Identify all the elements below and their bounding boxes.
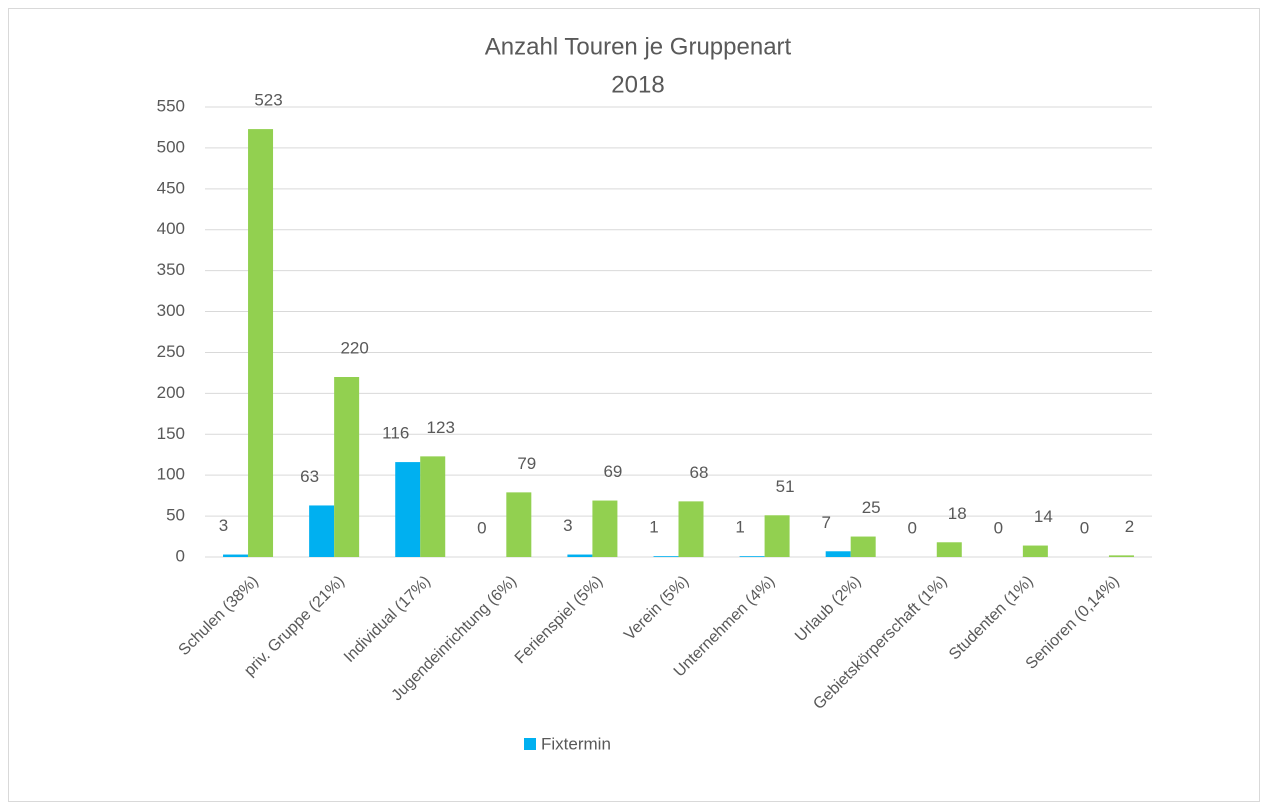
data-label: 18 xyxy=(948,504,967,523)
data-label: 0 xyxy=(994,518,1003,537)
data-label: 3 xyxy=(563,516,572,535)
bar xyxy=(825,551,851,557)
data-label: 69 xyxy=(603,462,622,481)
chart-frame xyxy=(8,8,1260,802)
bar xyxy=(1108,555,1134,557)
y-tick-label: 200 xyxy=(157,383,185,402)
y-tick-label: 450 xyxy=(157,178,185,197)
y-tick-label: 400 xyxy=(157,219,185,238)
bar xyxy=(395,462,421,557)
y-tick-label: 500 xyxy=(157,137,185,156)
chart-subtitle: 2018 xyxy=(611,71,664,98)
bar xyxy=(936,542,962,557)
legend-label: Fixtermin xyxy=(541,734,611,753)
bar xyxy=(592,500,618,557)
bar xyxy=(764,515,790,557)
bar xyxy=(567,554,593,557)
data-label: 523 xyxy=(254,91,282,110)
data-label: 1 xyxy=(735,518,744,537)
data-label: 1 xyxy=(649,518,658,537)
bar xyxy=(334,377,360,557)
data-label: 2 xyxy=(1125,517,1134,536)
y-tick-label: 50 xyxy=(166,506,185,525)
bar xyxy=(248,129,274,557)
data-label: 14 xyxy=(1034,507,1053,526)
data-label: 116 xyxy=(382,424,409,443)
y-tick-label: 100 xyxy=(157,465,185,484)
data-label: 68 xyxy=(690,463,709,482)
data-label: 0 xyxy=(477,518,486,537)
data-label: 0 xyxy=(1080,518,1089,537)
data-label: 25 xyxy=(862,498,881,517)
bar xyxy=(1022,545,1048,557)
bar xyxy=(309,505,335,557)
data-label: 63 xyxy=(300,467,319,486)
data-label: 3 xyxy=(219,516,228,535)
data-label: 220 xyxy=(340,338,368,357)
bar xyxy=(678,501,704,557)
bar xyxy=(850,536,876,557)
y-tick-label: 550 xyxy=(157,96,185,115)
bar xyxy=(506,492,532,557)
data-label: 79 xyxy=(517,454,536,473)
bar xyxy=(653,556,679,557)
y-tick-label: 0 xyxy=(176,546,185,565)
legend-swatch xyxy=(524,738,536,750)
chart-title: Anzahl Touren je Gruppenart xyxy=(485,33,792,60)
data-label: 123 xyxy=(427,418,455,437)
data-label: 51 xyxy=(776,477,795,496)
y-tick-label: 300 xyxy=(157,301,185,320)
data-label: 7 xyxy=(821,513,830,532)
y-tick-label: 350 xyxy=(157,260,185,279)
bar xyxy=(223,554,249,557)
y-tick-label: 250 xyxy=(157,342,185,361)
bar xyxy=(739,556,765,557)
y-tick-label: 150 xyxy=(157,424,185,443)
data-label: 0 xyxy=(908,518,917,537)
bar xyxy=(420,456,446,557)
